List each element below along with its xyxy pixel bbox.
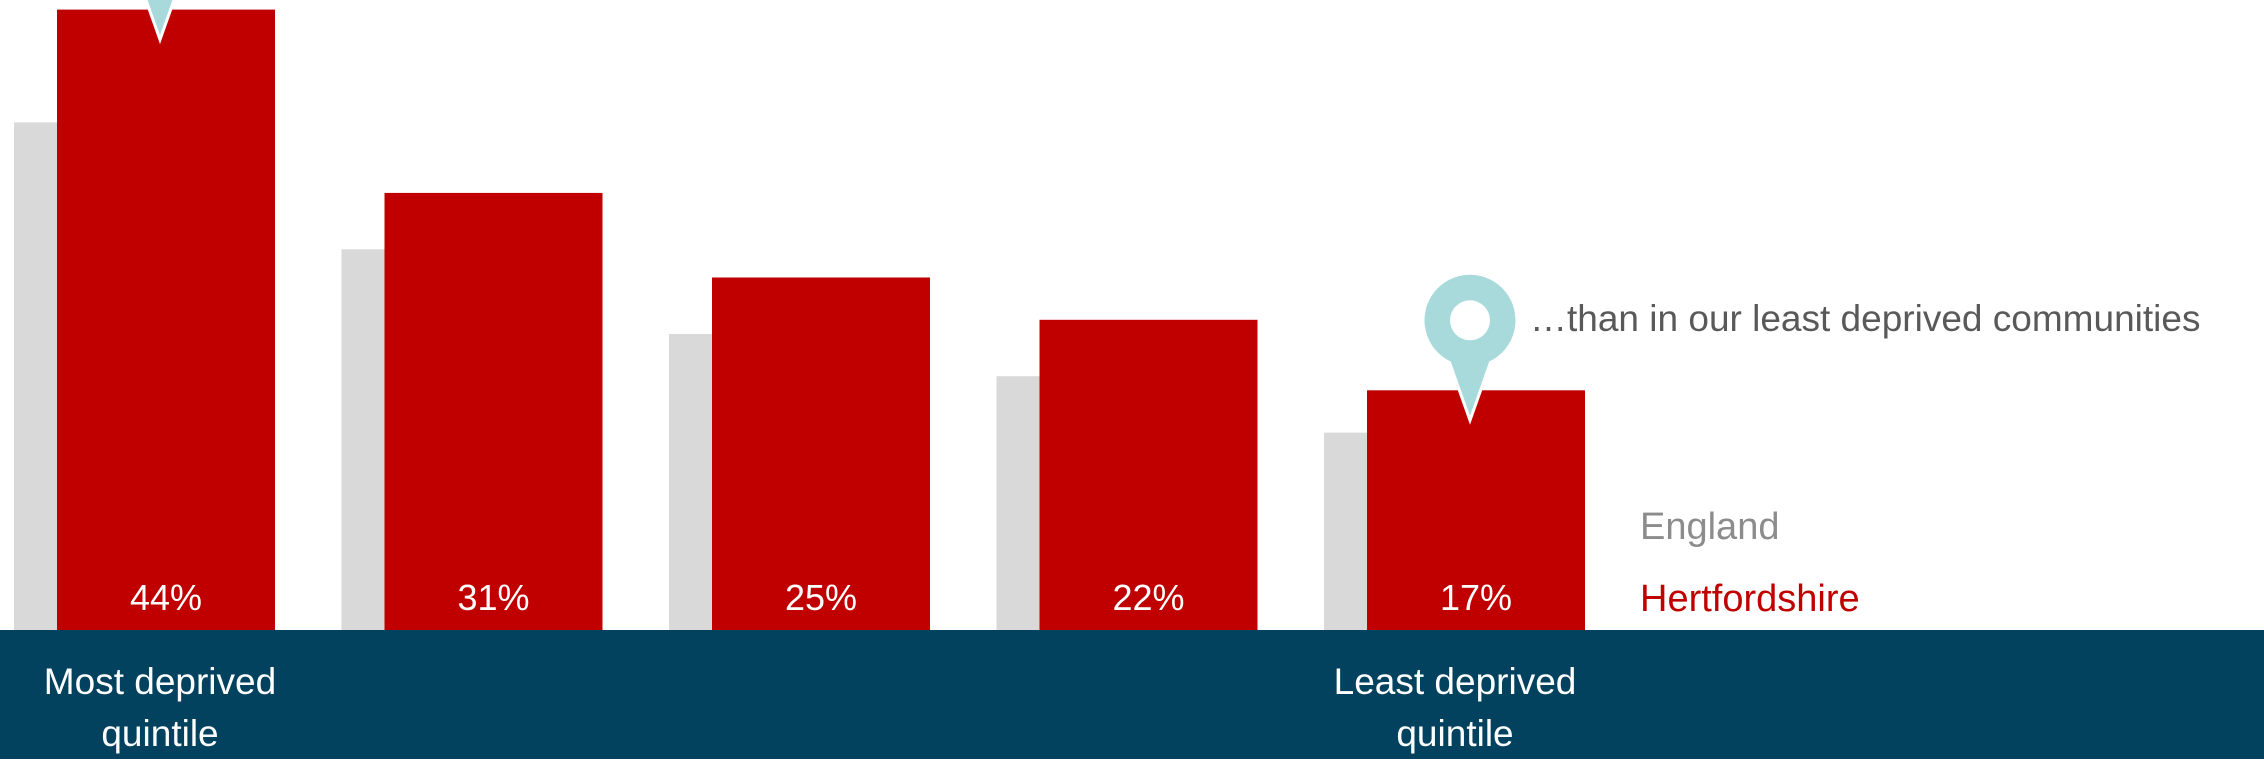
bar-hertfordshire-1 xyxy=(384,192,603,630)
data-label-4: 17% xyxy=(1440,577,1512,618)
data-label-1: 31% xyxy=(457,577,529,618)
least-deprived-label: Least deprived quintile xyxy=(1333,661,1577,754)
annotation-text: …than in our least deprived communities xyxy=(1530,298,2201,339)
map-pin-icon xyxy=(1421,271,1519,425)
legend-hertfordshire: Hertfordshire xyxy=(1640,578,1860,620)
bar-hertfordshire-3 xyxy=(1039,319,1258,630)
data-label-3: 22% xyxy=(1112,577,1184,618)
legend-england: England xyxy=(1640,506,1780,548)
data-label-0: 44% xyxy=(130,577,202,618)
data-label-2: 25% xyxy=(785,577,857,618)
bar-hertfordshire-4 xyxy=(1367,390,1585,630)
map-pin-icon xyxy=(144,0,176,45)
category-axis-band xyxy=(0,630,2264,759)
most-deprived-label: Most deprived quintile xyxy=(43,661,277,754)
bar-hertfordshire-0 xyxy=(57,9,275,630)
bar-hertfordshire-2 xyxy=(712,277,930,630)
bar-chart: 44% 31% 25% 22% 17% xyxy=(14,0,1585,630)
